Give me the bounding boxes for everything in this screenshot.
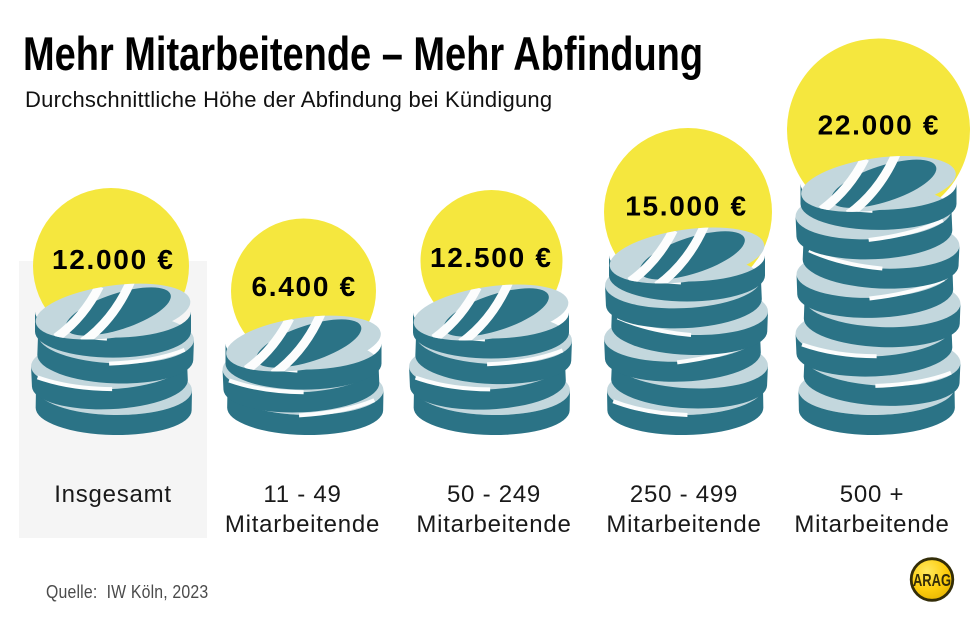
svg-text:6.400 €: 6.400 € [252, 271, 357, 302]
svg-text:ARAG: ARAG [913, 571, 951, 590]
svg-text:12.000 €: 12.000 € [52, 244, 175, 275]
svg-text:12.500 €: 12.500 € [430, 242, 553, 273]
svg-text:15.000 €: 15.000 € [625, 191, 748, 222]
svg-text:22.000 €: 22.000 € [818, 110, 941, 141]
